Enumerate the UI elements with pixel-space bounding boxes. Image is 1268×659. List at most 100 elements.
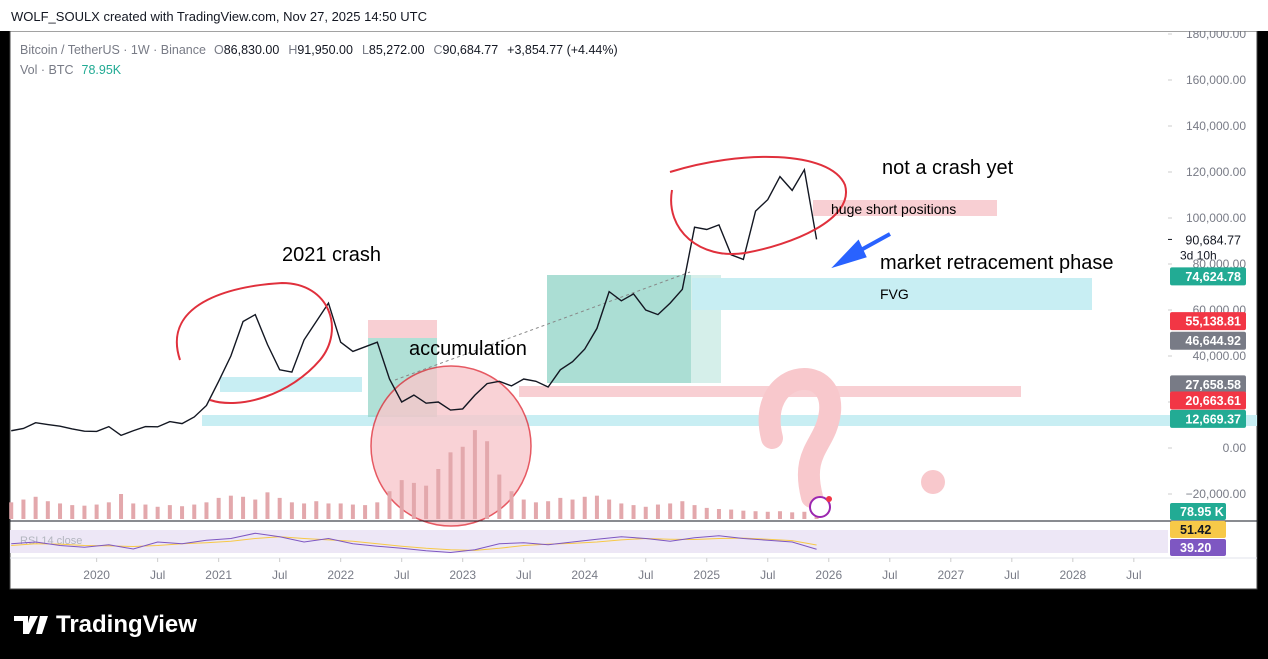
volume-bar <box>411 482 416 519</box>
y-tick-label: 100,000.00 <box>1186 211 1246 225</box>
x-tick-label: Jul <box>882 568 897 582</box>
volume-bar <box>155 506 160 519</box>
price-label-box <box>1170 409 1246 428</box>
y-tick-label: −20,000.00 <box>1186 487 1247 501</box>
ohlc-key: H <box>288 43 298 57</box>
x-tick-label: Jul <box>1004 568 1019 582</box>
legend-row: Bitcoin / TetherUS · 1W · Binance O86,830… <box>20 40 627 60</box>
y-tick-label: 160,000.00 <box>1186 73 1246 87</box>
current-price: 90,684.77 <box>1185 233 1241 247</box>
zone <box>813 200 997 216</box>
volume-bar <box>94 504 99 519</box>
volume-bar <box>521 499 526 519</box>
question-mark <box>758 368 842 508</box>
volume-bar <box>607 499 612 519</box>
brand: TradingView <box>56 611 197 638</box>
countdown: 3d 10h <box>1180 248 1217 262</box>
volume-bar <box>363 505 368 519</box>
volume-bar <box>777 511 782 519</box>
series <box>9 167 819 554</box>
price-label: 55,138.81 <box>1185 315 1241 329</box>
y-tick-label: 140,000.00 <box>1186 119 1246 133</box>
x-tick-label: Jul <box>516 568 531 582</box>
pane-label: 78.95 K <box>1180 505 1224 519</box>
volume-bar <box>399 480 404 519</box>
ellipse <box>669 155 848 255</box>
price-label-box <box>1170 267 1246 286</box>
volume-bar <box>668 503 673 519</box>
x-tick-label: Jul <box>760 568 775 582</box>
volume-bar <box>106 502 111 519</box>
volume-bar <box>655 504 660 519</box>
legend: Bitcoin / TetherUS · 1W · Binance O86,830… <box>20 40 627 80</box>
volume-bar <box>277 497 282 519</box>
price-line <box>11 167 818 437</box>
volume-bar <box>558 497 563 519</box>
ohlc-value: 91,950.00 <box>297 43 353 57</box>
volume-bar <box>302 503 307 519</box>
icon <box>809 496 831 518</box>
volume-bar <box>70 505 75 519</box>
y-tick-label: 0.00 <box>1223 441 1247 455</box>
x-tick-label: 2021 <box>205 568 232 582</box>
x-tick-label: Jul <box>638 568 653 582</box>
volume-bar <box>741 510 746 519</box>
ohlc-key: O <box>213 43 224 57</box>
circle <box>370 365 532 527</box>
volume-value: 78.95K <box>81 63 122 77</box>
x-tick-label: 2026 <box>815 568 842 582</box>
x-tick-label: 2025 <box>693 568 720 582</box>
annotation: not a crash yet <box>882 157 1014 179</box>
volume-bar <box>192 504 197 519</box>
ohlc-value: 85,272.00 <box>368 43 425 57</box>
volume-bar <box>497 474 502 519</box>
zone <box>547 275 691 383</box>
x-tick-label: Jul <box>1126 568 1141 582</box>
icon-dot <box>826 496 832 502</box>
volume-bar <box>582 496 587 519</box>
volume-bar <box>619 503 624 519</box>
ohlc-value: 90,684.77 <box>442 43 499 57</box>
price-label: 12,669.37 <box>1185 412 1241 426</box>
volume-bar <box>729 509 734 519</box>
pane-label-box <box>1170 539 1226 556</box>
volume-bar <box>472 430 477 519</box>
ohlc-key: C <box>433 43 443 57</box>
drawings <box>202 200 1257 527</box>
rsi-line <box>11 532 817 554</box>
volume-bar <box>790 512 795 519</box>
pane-label: 51.42 <box>1180 523 1211 537</box>
volume-bar <box>82 505 87 519</box>
ohlc-value: 86,830.00 <box>223 43 280 57</box>
volume-bar <box>216 497 221 519</box>
x-tick-label: Jul <box>150 568 165 582</box>
x-tick-label: Jul <box>394 568 409 582</box>
volume-bar <box>119 494 124 519</box>
volume-bar <box>180 506 185 519</box>
x-tick-label: 2024 <box>571 568 598 582</box>
volume-bar <box>338 503 343 519</box>
arrow <box>831 232 891 269</box>
x-tick-label: 2028 <box>1059 568 1086 582</box>
price-label-box <box>1170 375 1246 394</box>
axes: 180,000.00160,000.00140,000.00120,000.00… <box>10 27 1257 582</box>
price-label: 20,663.61 <box>1185 394 1241 408</box>
volume-bar <box>570 499 575 519</box>
zone <box>692 278 1092 310</box>
volume-bar <box>680 501 685 519</box>
volume-bar <box>424 485 429 519</box>
volume-bar <box>131 503 136 519</box>
price-label-box <box>1170 391 1246 410</box>
price-label-box <box>1170 331 1246 350</box>
volume-bar <box>314 501 319 519</box>
volume-bar <box>716 509 721 519</box>
volume-bar <box>594 495 599 519</box>
x-tick-label: Jul <box>272 568 287 582</box>
volume-bar <box>350 504 355 519</box>
y-tick-label: 40,000.00 <box>1193 349 1247 363</box>
volume-bar <box>265 492 270 519</box>
volume-bar <box>753 511 758 519</box>
rsi-band <box>10 530 1168 553</box>
ohlc-key: L <box>361 43 369 57</box>
